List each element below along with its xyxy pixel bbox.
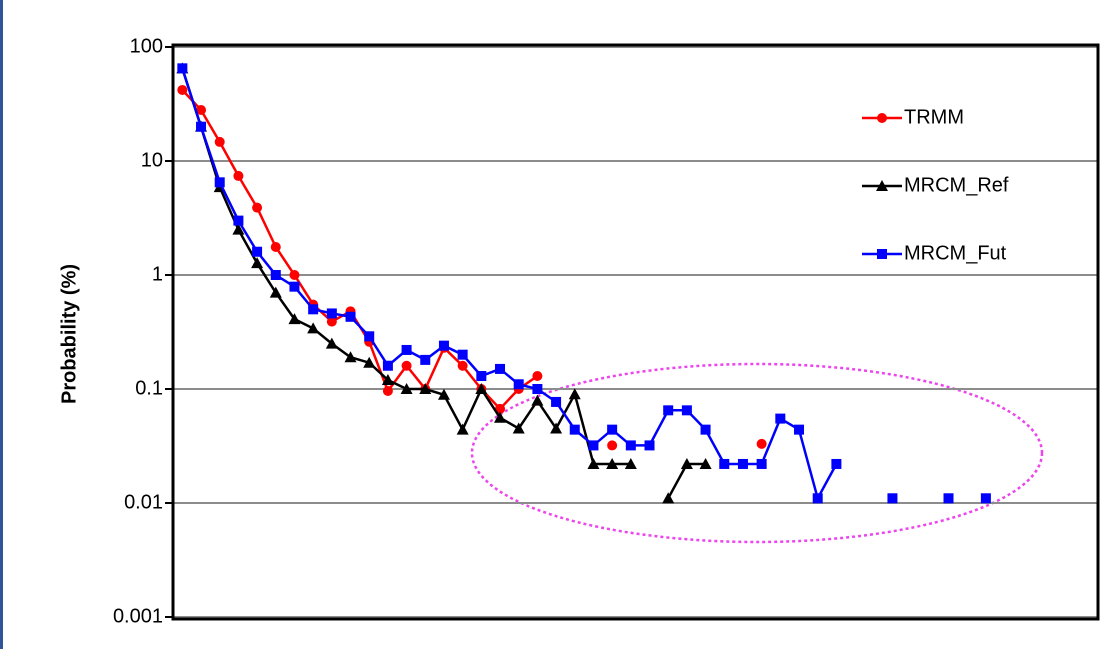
point: [364, 331, 375, 342]
point: [345, 311, 356, 322]
annotation-ellipse: [470, 362, 1044, 544]
point: [980, 493, 991, 504]
point: [214, 136, 225, 147]
point: [625, 440, 636, 451]
series-line: [182, 68, 986, 498]
legend-label: TRMM: [904, 106, 964, 128]
point: [532, 371, 543, 382]
point: [382, 360, 393, 371]
point: [756, 438, 767, 449]
point: [457, 360, 468, 371]
point: [607, 424, 618, 435]
point: [475, 383, 488, 394]
point: [719, 458, 730, 469]
point: [401, 360, 412, 371]
point: [568, 388, 581, 400]
y-tick-label: 0.01: [124, 491, 163, 513]
point: [381, 373, 394, 385]
point: [196, 105, 207, 116]
y-tick-label: 10: [141, 149, 163, 171]
point: [495, 363, 506, 374]
legend-marker: [877, 113, 887, 123]
point: [606, 457, 619, 469]
point: [400, 383, 413, 394]
point: [531, 394, 544, 406]
point: [775, 413, 786, 424]
plot-frame: [171, 43, 1100, 621]
point: [252, 246, 263, 257]
point: [699, 457, 712, 469]
y-tick-label: 1: [152, 263, 163, 285]
point: [663, 405, 674, 416]
point: [177, 63, 188, 74]
series-line: [181, 67, 706, 499]
point: [437, 388, 450, 400]
point: [288, 313, 301, 325]
point: [308, 304, 319, 315]
point: [943, 493, 954, 504]
point: [269, 286, 282, 298]
point: [420, 354, 431, 365]
point: [289, 281, 300, 292]
point: [363, 356, 376, 368]
point: [494, 411, 507, 423]
point: [737, 458, 748, 469]
point: [476, 371, 487, 382]
point: [457, 349, 468, 360]
point: [756, 458, 767, 469]
point: [177, 84, 188, 95]
point: [196, 121, 207, 132]
point: [887, 493, 898, 504]
point: [326, 316, 337, 327]
point: [532, 384, 543, 394]
point: [644, 440, 655, 451]
point: [551, 396, 562, 407]
point: [456, 423, 469, 435]
legend-marker: [876, 180, 888, 191]
legend-label: MRCM_Fut: [904, 242, 1007, 264]
point: [513, 379, 524, 390]
point: [588, 440, 599, 451]
point: [587, 457, 600, 469]
point: [251, 257, 264, 269]
point: [550, 422, 563, 434]
y-tick-label: 0.1: [135, 377, 163, 399]
point: [419, 383, 432, 394]
point: [569, 424, 580, 435]
point: [812, 493, 823, 504]
y-tick-label: 0.001: [113, 605, 163, 627]
point: [233, 215, 244, 226]
edge-stripe: [0, 0, 3, 649]
point: [307, 322, 320, 334]
point: [270, 242, 281, 253]
point: [401, 344, 412, 355]
point: [232, 223, 245, 235]
point: [624, 457, 637, 469]
point: [233, 170, 244, 181]
legend-marker: [877, 249, 887, 259]
point: [607, 440, 618, 451]
point: [326, 308, 337, 319]
y-axis-label: Probability (%): [58, 264, 80, 404]
point: [270, 270, 281, 280]
point: [662, 492, 675, 504]
point: [438, 340, 449, 351]
point: [831, 458, 842, 469]
point: [700, 424, 711, 435]
point: [495, 403, 506, 414]
point: [681, 405, 692, 416]
point: [214, 177, 225, 188]
point: [512, 422, 525, 434]
point: [325, 337, 338, 349]
point: [680, 457, 693, 469]
point: [252, 202, 263, 213]
point: [382, 386, 393, 397]
legend-label: MRCM_Ref: [904, 174, 1009, 196]
point: [794, 424, 805, 435]
point: [344, 351, 357, 363]
point: [289, 270, 300, 280]
y-tick-label: 100: [130, 35, 163, 57]
